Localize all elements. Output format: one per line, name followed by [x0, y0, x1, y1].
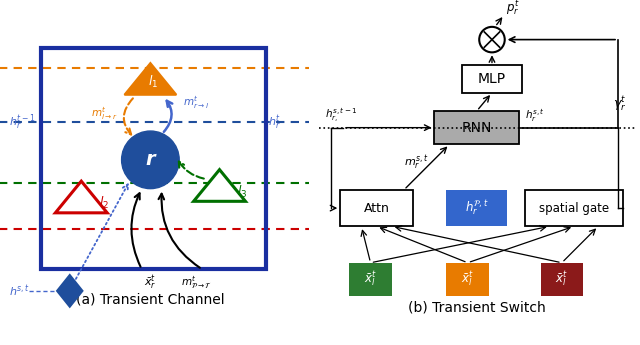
- FancyBboxPatch shape: [435, 111, 519, 144]
- Text: $\gamma_r^t$: $\gamma_r^t$: [613, 95, 627, 115]
- Text: $h^{s,t}$: $h^{s,t}$: [10, 283, 31, 299]
- Text: (b) Transient Switch: (b) Transient Switch: [408, 300, 546, 314]
- Text: $m_{\mathcal{P}\to\mathcal{T}}^t$: $m_{\mathcal{P}\to\mathcal{T}}^t$: [181, 274, 212, 290]
- Text: RNN: RNN: [461, 121, 492, 135]
- FancyBboxPatch shape: [447, 190, 507, 226]
- Text: $p_r^t$: $p_r^t$: [506, 0, 520, 18]
- Circle shape: [479, 27, 505, 52]
- Text: $\bar{x}_l^t$: $\bar{x}_l^t$: [461, 270, 474, 289]
- Text: $h_r^t$: $h_r^t$: [269, 113, 282, 132]
- Text: $h_r^{t-1}$: $h_r^{t-1}$: [10, 112, 36, 132]
- Text: $h_r^{\mathcal{P},t}$: $h_r^{\mathcal{P},t}$: [465, 199, 488, 218]
- FancyBboxPatch shape: [447, 263, 489, 296]
- Text: MLP: MLP: [478, 72, 506, 86]
- Polygon shape: [56, 181, 108, 213]
- Text: $l_1$: $l_1$: [148, 74, 158, 90]
- Text: $h_r^{s,t}$: $h_r^{s,t}$: [525, 107, 545, 124]
- Text: $h_{r,}^{s,t-1}$: $h_{r,}^{s,t-1}$: [325, 107, 358, 125]
- Text: $m_{l\to r}^t$: $m_{l\to r}^t$: [91, 105, 118, 122]
- Text: $\bar{x}_l^t$: $\bar{x}_l^t$: [364, 270, 377, 289]
- Circle shape: [122, 131, 179, 189]
- Polygon shape: [194, 170, 246, 201]
- Text: spatial gate: spatial gate: [539, 201, 609, 215]
- Text: r: r: [145, 150, 156, 169]
- Text: $\bar{x}_l^t$: $\bar{x}_l^t$: [556, 270, 568, 289]
- Polygon shape: [125, 63, 177, 95]
- FancyBboxPatch shape: [349, 263, 392, 296]
- Text: $l_3$: $l_3$: [237, 184, 248, 199]
- Text: Attn: Attn: [364, 201, 390, 215]
- Polygon shape: [57, 275, 83, 307]
- FancyBboxPatch shape: [340, 190, 413, 226]
- FancyBboxPatch shape: [541, 263, 583, 296]
- Text: $\bar{x}_r^t$: $\bar{x}_r^t$: [144, 273, 157, 292]
- Text: (a) Transient Channel: (a) Transient Channel: [76, 293, 225, 307]
- FancyBboxPatch shape: [461, 66, 522, 93]
- Text: $m_r^{s,t}$: $m_r^{s,t}$: [404, 153, 428, 172]
- Text: $m_{r\to l}^t$: $m_{r\to l}^t$: [184, 94, 209, 111]
- Text: $l_2$: $l_2$: [99, 195, 109, 211]
- FancyBboxPatch shape: [525, 190, 623, 226]
